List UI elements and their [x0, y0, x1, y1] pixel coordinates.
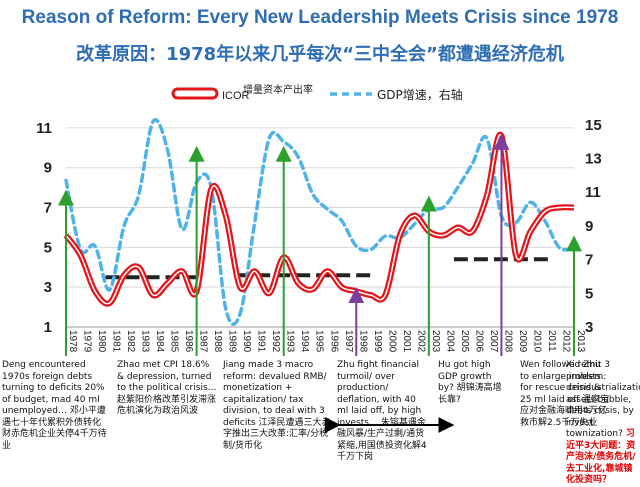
x-tick-label: 1992: [270, 330, 281, 353]
x-tick-label: 1990: [241, 330, 252, 353]
x-tick-label: 2003: [430, 330, 441, 353]
reform-note-text: Deng encountered 1970s foreign debts tur…: [2, 360, 107, 451]
y-left-tick-label: 9: [44, 160, 52, 177]
x-tick-label: 1998: [357, 330, 368, 353]
x-tick-label: 2009: [517, 330, 528, 353]
x-tick-label: 1978: [67, 330, 78, 353]
icor-series-highlight: [65, 133, 575, 305]
x-tick-label: 1983: [140, 330, 151, 353]
y-left-tick-label: 1: [44, 319, 52, 336]
reform-note: Xi remit 3 problem: deindustrialization,…: [566, 360, 640, 487]
legend-icor-cn-label: 增量资本产出率: [243, 83, 313, 96]
y-left-tick-label: 7: [44, 200, 52, 217]
x-tick-label: 1980: [96, 330, 107, 353]
reform-note: Hu got high GDP growth by? 胡锦涛高增长靠?: [438, 360, 510, 406]
x-tick-label: 1996: [328, 330, 339, 353]
x-tick-label: 1984: [154, 330, 165, 353]
y-right-tick-label: 9: [585, 218, 593, 235]
x-tick-label: 2010: [531, 330, 542, 353]
x-tick-label: 2002: [415, 330, 426, 353]
x-tick-label: 1994: [299, 330, 310, 353]
reform-note-text: Zhao met CPI 18.6% & depression, turned …: [117, 360, 217, 416]
x-tick-label: 2013: [575, 330, 586, 353]
reform-note: Zhao met CPI 18.6% & depression, turned …: [117, 360, 217, 418]
y-left-tick-label: 5: [44, 239, 52, 256]
reform-note-text: Xi remit 3 problem: deindustrialization,…: [566, 360, 640, 439]
x-tick-label: 2007: [488, 330, 499, 353]
y-right-tick-label: 11: [585, 184, 601, 201]
reform-note-highlight: 习近平3大问题：资产泡沫/债务危机/去工业化,靠城镇化投资吗？: [566, 429, 636, 485]
y-left-tick-label: 11: [36, 120, 52, 137]
x-tick-label: 1985: [169, 330, 180, 353]
x-tick-label: 1987: [198, 330, 209, 353]
reform-note-text: Jiang made 3 macro reform: devalued RMB/…: [223, 360, 331, 451]
x-tick-label: 1986: [183, 330, 194, 353]
reform-note: Jiang made 3 macro reform: devalued RMB/…: [223, 360, 331, 452]
x-tick-label: 1997: [343, 330, 354, 353]
x-tick-label: 1988: [212, 330, 223, 353]
reform-note: Zhu fight financial turmoil/ over produc…: [337, 360, 427, 464]
x-tick-label: 1989: [227, 330, 238, 353]
y-right-tick-label: 13: [585, 151, 602, 168]
x-tick-label: 1991: [256, 330, 267, 353]
x-tick-label: 1982: [125, 330, 136, 353]
x-tick-label: 1999: [372, 330, 383, 353]
y-left-tick-label: 3: [44, 279, 52, 296]
title-en: Reason of Reform: Every New Leadership M…: [21, 7, 619, 28]
y-right-tick-label: 15: [585, 117, 602, 134]
x-tick-label: 2005: [459, 330, 470, 353]
title-cn: 改革原因：1978年以来几乎每次“三中全会”都遭遇经济危机: [76, 44, 564, 65]
legend-gdp-label: GDP增速，右轴: [377, 87, 463, 102]
reform-note-text: Hu got high GDP growth by? 胡锦涛高增长靠?: [438, 360, 502, 405]
x-tick-label: 2011: [546, 330, 557, 352]
x-tick-label: 2012: [560, 330, 571, 353]
reform-note-text: Zhu fight financial turmoil/ over produc…: [337, 360, 427, 462]
x-tick-label: 2008: [502, 330, 513, 353]
x-tick-label: 1993: [285, 330, 296, 353]
x-tick-label: 1995: [314, 330, 325, 353]
gdp-series-line: [64, 118, 576, 326]
x-tick-label: 1979: [82, 330, 93, 353]
y-right-tick-label: 7: [585, 252, 593, 269]
x-tick-label: 2001: [401, 330, 412, 353]
legend-icor-swatch: [171, 87, 219, 100]
reform-note-text: Wen followed Zhu to enlarge invests for …: [520, 360, 610, 428]
reform-note: Deng encountered 1970s foreign debts tur…: [2, 360, 109, 452]
x-tick-label: 1981: [111, 330, 122, 353]
y-right-tick-label: 3: [585, 319, 593, 336]
x-tick-label: 2006: [473, 330, 484, 353]
y-right-tick-label: 5: [585, 285, 593, 302]
x-tick-label: 2004: [444, 330, 455, 353]
x-tick-label: 2000: [386, 330, 397, 353]
legend-icor-label: ICOR: [222, 90, 250, 102]
reform-note: Wen followed Zhu to enlarge invests for …: [520, 360, 612, 429]
